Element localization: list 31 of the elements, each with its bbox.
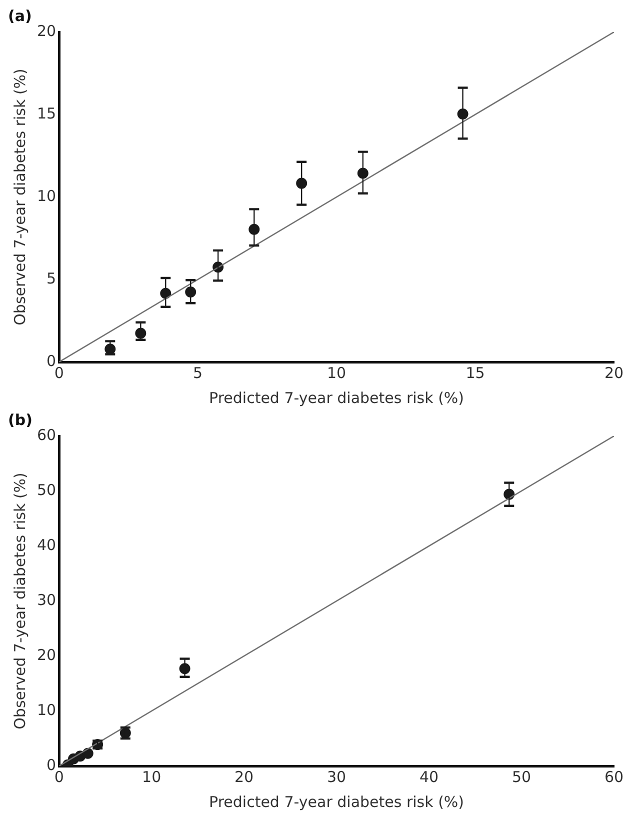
x-tick-label: 20 — [604, 364, 624, 382]
x-axis-title: Predicted 7-year diabetes risk (%) — [209, 792, 464, 811]
x-axis-title: Predicted 7-year diabetes risk (%) — [209, 388, 464, 407]
y-tick-label: 0 — [46, 352, 56, 370]
chart-title: (a) — [8, 6, 32, 25]
y-axis-title: Observed 7-year diabetes risk (%) — [10, 68, 29, 326]
x-tick-label: 10 — [326, 364, 346, 382]
y-tick-label: 5 — [46, 269, 56, 288]
y-tick-label: 10 — [36, 186, 56, 205]
y-tick-label: 0 — [46, 756, 56, 774]
point — [82, 748, 94, 759]
y-tick-label: 20 — [36, 22, 56, 40]
y-tick-label: 15 — [36, 104, 56, 122]
y-axis-title: Observed 7-year diabetes risk (%) — [10, 472, 29, 730]
x-tick-label: 10 — [142, 768, 162, 786]
x-tick-label: 40 — [419, 768, 439, 786]
y-tick-label: 20 — [36, 646, 56, 664]
y-tick-label: 30 — [36, 590, 56, 609]
y-tick-label: 50 — [36, 480, 56, 499]
chart-title: (b) — [8, 410, 32, 429]
y-tick-label: 10 — [36, 700, 56, 719]
y-tick-label: 40 — [36, 536, 56, 554]
point — [248, 224, 260, 235]
x-tick-label: 15 — [466, 364, 485, 382]
x-tick-label: 5 — [193, 364, 203, 382]
x-tick-label: 20 — [234, 768, 254, 786]
x-tick-label: 50 — [512, 768, 532, 786]
y-tick-label: 60 — [36, 426, 56, 444]
point — [185, 286, 196, 298]
x-tick-label: 60 — [604, 768, 624, 786]
x-tick-label: 30 — [326, 768, 346, 786]
